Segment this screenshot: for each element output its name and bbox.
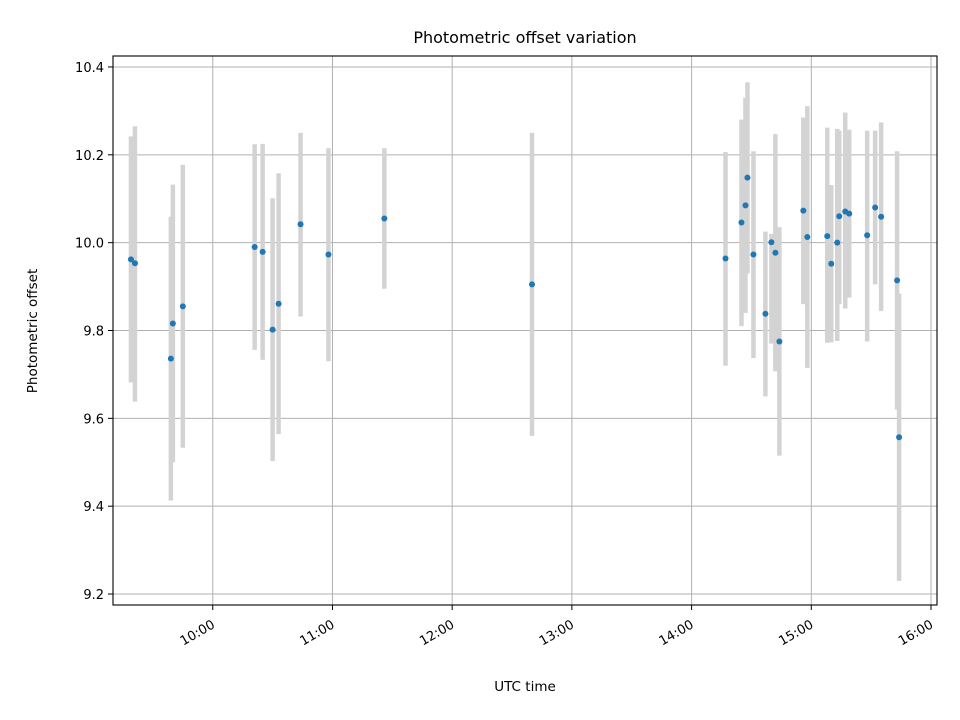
data-point	[179, 303, 186, 310]
data-point	[167, 355, 174, 362]
data-points	[127, 174, 903, 441]
data-point	[776, 338, 783, 345]
data-point	[528, 281, 535, 288]
data-point	[744, 174, 751, 181]
y-tick-label: 9.8	[83, 325, 104, 340]
y-tick-label: 9.4	[83, 500, 104, 515]
data-point	[846, 210, 853, 217]
data-point	[762, 310, 769, 317]
data-point	[834, 239, 841, 246]
data-point	[127, 256, 134, 263]
grid-lines	[113, 56, 937, 605]
y-axis-ticks: 9.2 9.4 9.6 9.8 10.0 10.2 10.4	[75, 61, 113, 603]
data-point	[251, 244, 258, 251]
x-axis-label: UTC time	[494, 679, 556, 695]
data-point	[772, 249, 779, 256]
data-point	[742, 202, 749, 209]
y-tick-label: 10.2	[75, 149, 104, 164]
data-point	[864, 232, 871, 239]
data-point	[738, 219, 745, 226]
y-tick-label: 9.2	[83, 588, 104, 603]
data-point	[275, 300, 282, 307]
data-point	[878, 213, 885, 220]
y-tick-label: 9.6	[83, 412, 104, 427]
data-point	[297, 221, 304, 228]
data-point	[381, 215, 388, 222]
data-point	[800, 207, 807, 214]
data-point	[269, 326, 276, 333]
data-point	[872, 204, 879, 211]
data-point	[768, 239, 775, 246]
data-point	[804, 233, 811, 240]
data-point	[259, 248, 266, 255]
data-point	[824, 233, 831, 240]
data-point	[896, 434, 903, 441]
data-point	[750, 251, 757, 258]
data-point	[169, 320, 176, 327]
data-point	[722, 255, 729, 262]
y-axis-label: Photometric offset	[25, 269, 41, 393]
data-point	[325, 251, 332, 258]
y-tick-label: 10.0	[75, 237, 104, 252]
data-point	[836, 213, 843, 220]
data-point	[894, 277, 901, 284]
data-point	[131, 260, 138, 267]
y-tick-label: 10.4	[75, 61, 104, 76]
data-point	[828, 260, 835, 267]
chart-title: Photometric offset variation	[413, 28, 636, 47]
